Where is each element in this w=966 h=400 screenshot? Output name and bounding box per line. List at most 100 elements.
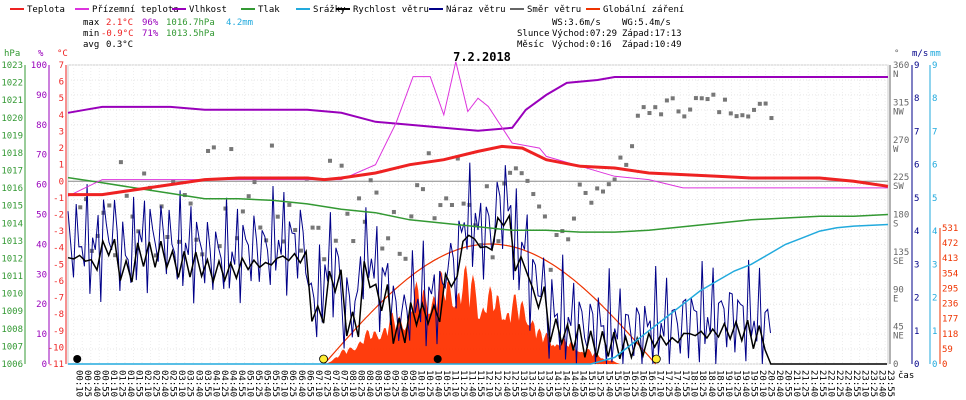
- x-tick-label: 17:25: [663, 370, 673, 397]
- x-tick-label: 07:55: [338, 370, 348, 397]
- pct-tick: 60: [36, 181, 47, 191]
- wind-direction-point: [176, 239, 181, 244]
- pressure-line: [67, 176, 889, 233]
- wind-direction-point: [595, 186, 600, 191]
- x-tick-label: 19:55: [748, 370, 758, 397]
- x-tick-label: 00:10: [74, 370, 84, 397]
- wind-direction-point: [484, 184, 489, 189]
- hpa-tick: 1015: [1, 202, 23, 212]
- x-tick-label: 00:25: [82, 370, 92, 397]
- wind-direction-point: [235, 236, 240, 241]
- x-tick-label: 21:10: [791, 370, 801, 397]
- wind-direction-point: [264, 238, 269, 243]
- hpa-tick: 1016: [1, 184, 23, 194]
- legend-label: Náraz větru: [446, 5, 506, 15]
- deg-tick: 315: [893, 98, 909, 108]
- wind-direction-point: [118, 160, 123, 165]
- x-tick-label: 09:10: [381, 370, 391, 397]
- wind-direction-point: [647, 111, 652, 116]
- x-tick-label: 07:25: [321, 370, 331, 397]
- x-tick-label: 03:10: [176, 370, 186, 397]
- x-tick-label: 22:55: [851, 370, 861, 397]
- pct-tick: 30: [36, 270, 47, 280]
- wind-direction-point: [124, 193, 129, 198]
- x-tick-label: 04:25: [219, 370, 229, 397]
- wind-direction-point: [583, 190, 588, 195]
- temp-tick: 0: [59, 177, 64, 187]
- mm-tick: 1: [932, 327, 937, 337]
- ms-tick: 0: [914, 360, 919, 370]
- wind-direction-point: [734, 114, 739, 119]
- wind-direction-point: [577, 182, 582, 187]
- pct-tick: 70: [36, 151, 47, 161]
- pct-unit: %: [38, 49, 44, 59]
- stats-min-hum: 71%: [142, 29, 159, 39]
- x-tick-label: 01:55: [133, 370, 143, 397]
- x-tick-label: 13:10: [518, 370, 528, 397]
- wind-direction-point: [537, 204, 542, 209]
- temp-tick: -3: [53, 227, 64, 237]
- ms-tick: 2: [914, 294, 919, 304]
- wind-direction-point: [380, 246, 385, 251]
- x-tick-label: 19:25: [731, 370, 741, 397]
- x-tick-label: 16:55: [646, 370, 656, 397]
- pct-tick: 100: [31, 61, 47, 71]
- wind-direction-point: [386, 236, 391, 241]
- x-tick-label: 09:55: [407, 370, 417, 397]
- ms-tick: 9: [914, 61, 919, 71]
- deg-tick: 270: [893, 136, 909, 146]
- deg-dir: NW: [893, 107, 904, 117]
- wind-direction-point: [397, 251, 402, 256]
- wind-direction-point: [136, 229, 141, 234]
- x-axis-label: čas: [898, 370, 914, 381]
- x-tick-label: 10:25: [424, 370, 434, 397]
- x-tick-label: 01:10: [108, 370, 118, 397]
- x-tick-label: 05:55: [270, 370, 280, 397]
- wind-direction-point: [432, 216, 437, 221]
- wind-direction-point: [240, 209, 245, 214]
- x-tick-label: 17:40: [672, 370, 682, 397]
- moon-marker: [433, 355, 442, 363]
- x-tick-label: 23:10: [860, 370, 870, 397]
- stats-max-hum: 96%: [142, 18, 159, 28]
- x-tick-label: 15:25: [595, 370, 605, 397]
- x-tick-label: 23:25: [868, 370, 878, 397]
- x-tick-label: 12:10: [484, 370, 494, 397]
- hpa-tick: 1017: [1, 167, 23, 177]
- temp-tick: -9: [53, 327, 64, 337]
- wind-direction-point: [728, 111, 733, 116]
- wind-direction-point: [630, 144, 635, 149]
- wind-direction-point: [293, 228, 298, 233]
- x-tick-label: 04:55: [236, 370, 246, 397]
- wind-direction-point: [519, 171, 524, 176]
- deg-dir: NE: [893, 332, 904, 342]
- wind-direction-point: [571, 216, 576, 221]
- x-tick-label: 10:10: [415, 370, 425, 397]
- x-tick-label: 23:55: [885, 370, 895, 397]
- x-tick-label: 12:40: [501, 370, 511, 397]
- wind-direction-point: [525, 178, 530, 183]
- wind-direction-point: [705, 97, 710, 102]
- wind-direction-point: [752, 107, 757, 112]
- temp-tick: 2: [59, 144, 64, 154]
- wind-direction-point: [473, 223, 478, 228]
- x-tick-label: 16:40: [637, 370, 647, 397]
- wm2-tick: 531: [942, 224, 958, 234]
- pct-tick: 0: [42, 360, 47, 370]
- mm-tick: 0: [932, 360, 937, 370]
- wind-direction-point: [333, 238, 338, 243]
- legend-label: Globální záření: [603, 5, 684, 15]
- mm-tick: 3: [932, 260, 937, 270]
- x-tick-label: 14:25: [561, 370, 571, 397]
- temperature-line: [68, 144, 889, 197]
- deg-dir: N: [893, 70, 898, 80]
- wind-direction-point: [357, 196, 362, 201]
- wind-direction-point: [769, 116, 774, 121]
- temp-tick: -1: [53, 194, 64, 204]
- wind-direction-point: [676, 109, 681, 114]
- moon-label: Měsíc: [517, 40, 544, 50]
- x-tick-label: 13:40: [535, 370, 545, 397]
- stats-avg-label: avg: [83, 40, 99, 50]
- ms-unit: m/s: [912, 49, 928, 59]
